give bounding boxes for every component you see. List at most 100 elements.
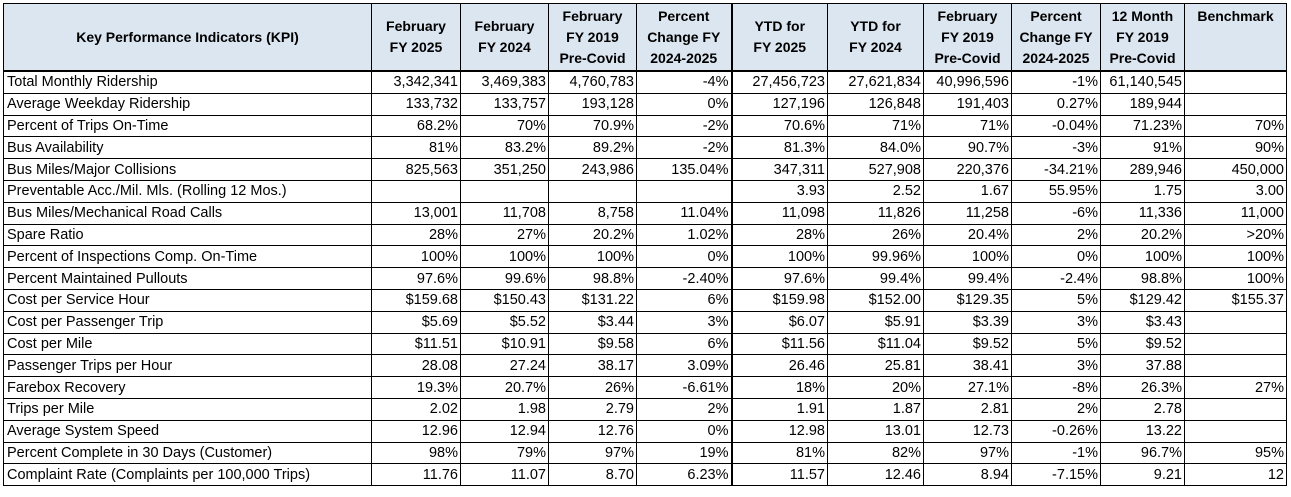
ytd-feb-fy2019-cell: 11,258 [923,201,1012,225]
pct-change-monthly-cell: -2% [636,136,732,160]
feb-fy2025-cell: 28% [371,223,461,247]
kpi-label-cell: Percent Maintained Pullouts [3,267,372,290]
header-line: February [937,7,998,24]
12-month-fy2019-cell: 37.88 [1100,354,1185,378]
pct-change-ytd-cell: -7.15% [1011,463,1101,487]
table-row: Percent of Inspections Comp. On-Time 100%… [3,245,1287,269]
feb-fy2025-cell: 11.76 [371,463,461,487]
benchmark-cell [1184,354,1287,378]
ytd-fy2025-cell: 100% [730,245,828,269]
feb-fy2024-cell: 3,469,383 [460,69,549,94]
benchmark-cell: 12 [1184,463,1287,487]
pct-change-ytd-cell: -1% [1011,69,1101,94]
ytd-fy2025-cell: 81% [730,441,828,465]
ytd-feb-fy2019-cell: 2.81 [923,397,1012,421]
pct-change-monthly-cell: 0% [636,245,732,269]
feb-fy2019-cell: 38.17 [548,354,637,378]
feb-fy2019-cell: 89.2% [548,136,637,160]
pct-change-ytd-cell: -6% [1011,201,1101,225]
table-row: Cost per Mile $11.51 $10.91 $9.58 6% $11.56 $1… [3,332,1287,356]
ytd-fy2025-cell: 11.57 [730,463,828,487]
benchmark-cell [1184,332,1287,356]
header-ytd-feb-fy2019: February FY 2019 Pre-Covid [923,3,1012,72]
feb-fy2025-cell: 12.96 [371,419,461,443]
kpi-label-cell: Cost per Service Hour [3,288,372,312]
header-feb-fy2019: February FY 2019 Pre-Covid [548,3,637,72]
header-line: February [474,18,535,34]
feb-fy2025-cell: 97.6% [371,267,461,290]
header-line: Percent [1030,7,1082,24]
12-month-fy2019-cell: 100% [1100,245,1185,269]
ytd-fy2025-cell: 97.6% [730,267,828,290]
header-pct-change-monthly: Percent Change FY 2024-2025 [636,3,732,72]
table-row: Bus Availability 81% 83.2% 89.2% -2% 81.3% 84.… [3,136,1287,160]
benchmark-cell [1184,419,1287,443]
benchmark-cell: 27% [1184,376,1287,399]
header-line: Benchmark [1197,8,1274,24]
feb-fy2024-cell: 351,250 [460,158,549,181]
kpi-label-cell: Percent of Inspections Comp. On-Time [3,245,372,269]
ytd-fy2024-cell: 12.46 [827,463,924,487]
12-month-fy2019-cell: 20.2% [1100,223,1185,247]
benchmark-cell [1184,310,1287,334]
ytd-fy2025-cell: 347,311 [730,158,828,181]
ytd-fy2024-cell: 25.81 [827,354,924,378]
ytd-fy2024-cell: $5.91 [827,310,924,334]
header-line: FY 2025 [389,39,443,55]
table-row: Complaint Rate (Complaints per 100,000 T… [3,463,1287,487]
ytd-feb-fy2019-cell: 220,376 [923,158,1012,181]
benchmark-cell [1184,397,1287,421]
feb-fy2019-cell: 2.79 [548,397,637,421]
kpi-label-cell: Preventable Acc./Mil. Mls. (Rolling 12 M… [3,179,372,203]
benchmark-cell [1184,92,1287,116]
pct-change-monthly-cell: 6% [636,288,732,312]
feb-fy2025-cell: 81% [371,136,461,160]
pct-change-ytd-cell: 2% [1011,397,1101,421]
ytd-fy2025-cell: 127,196 [730,92,828,116]
feb-fy2025-cell: 100% [371,245,461,269]
feb-fy2019-cell: 70.9% [548,114,637,138]
feb-fy2024-cell: $150.43 [460,288,549,312]
12-month-fy2019-cell: 2.78 [1100,397,1185,421]
ytd-feb-fy2019-cell: 191,403 [923,92,1012,116]
ytd-fy2025-cell: 11,098 [730,201,828,225]
benchmark-cell: 100% [1184,267,1287,290]
ytd-feb-fy2019-cell: 38.41 [923,354,1012,378]
ytd-feb-fy2019-cell: 97% [923,441,1012,465]
table-row: Percent Maintained Pullouts 97.6% 99.6% 98.… [3,267,1287,290]
pct-change-monthly-cell: -2.40% [636,267,732,290]
kpi-label-cell: Complaint Rate (Complaints per 100,000 T… [3,463,372,487]
header-feb-fy2024: February FY 2024 [460,3,549,72]
table-row: Average Weekday Ridership 133,732 133,757 1… [3,92,1287,116]
header-line: February [386,18,446,34]
header-line: FY 2019 [941,28,994,45]
feb-fy2019-cell [548,179,637,203]
ytd-feb-fy2019-cell: 71% [923,114,1012,138]
header-ytd-fy2024: YTD for FY 2024 [827,3,924,72]
feb-fy2019-cell: 12.76 [548,419,637,443]
feb-fy2025-cell: 28.08 [371,354,461,378]
table-row: Preventable Acc./Mil. Mls. (Rolling 12 M… [3,179,1287,203]
header-pct-change-ytd: Percent Change FY 2024-2025 [1011,3,1101,72]
pct-change-monthly-cell: -2% [636,114,732,138]
ytd-feb-fy2019-cell: 100% [923,245,1012,269]
table-row: Bus Miles/Major Collisions 825,563 351,250… [3,158,1287,181]
ytd-fy2024-cell: 71% [827,114,924,138]
feb-fy2025-cell: $11.51 [371,332,461,356]
header-feb-fy2025: February FY 2025 [371,3,461,72]
table-row: Trips per Mile 2.02 1.98 2.79 2% 1.91 1.87 2.81… [3,397,1287,421]
kpi-label-cell: Trips per Mile [3,397,372,421]
feb-fy2025-cell: $5.69 [371,310,461,334]
header-line: 2024-2025 [1022,49,1090,66]
header-line: FY 2019 [566,28,619,45]
header-row: Key Performance Indicators (KPI) Februar… [3,3,1287,72]
table-row: Percent of Trips On-Time 68.2% 70% 70.9% -2%… [3,114,1287,138]
ytd-fy2025-cell: 12.98 [730,419,828,443]
12-month-fy2019-cell: 26.3% [1100,376,1185,399]
12-month-fy2019-cell: 13.22 [1100,419,1185,443]
ytd-fy2024-cell: 11,826 [827,201,924,225]
ytd-fy2024-cell: 99.4% [827,267,924,290]
table-row: Percent Complete in 30 Days (Customer) 98… [3,441,1287,465]
feb-fy2024-cell: $5.52 [460,310,549,334]
pct-change-ytd-cell: 3% [1011,354,1101,378]
